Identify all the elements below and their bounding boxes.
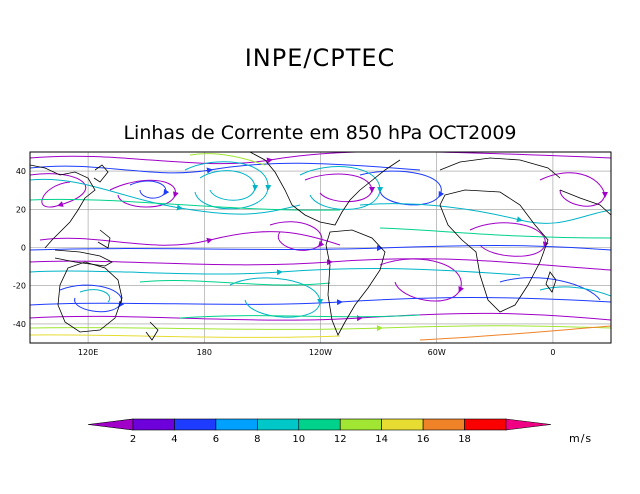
grid-lines <box>30 152 611 343</box>
streamline <box>539 172 609 207</box>
colorbar-units: m/s <box>569 432 593 445</box>
lat-tick-label: -40 <box>13 320 26 329</box>
latitude-axis: 40 20 0 -20 -40 <box>13 167 26 329</box>
streamline <box>539 286 611 297</box>
colorbar: 2 4 6 8 10 12 14 16 18 <box>87 418 552 445</box>
streamline <box>30 198 341 211</box>
colorbar-segment <box>174 418 217 431</box>
streamline <box>129 180 170 199</box>
europe-coastline <box>439 157 561 179</box>
colorbar-label: 14 <box>375 434 388 445</box>
streamline <box>229 277 324 318</box>
streamline <box>499 277 601 301</box>
philippines-coastline <box>97 229 111 249</box>
longitude-axis: 120E 180 120W 60W 0 <box>78 348 556 357</box>
colorbar-label: 16 <box>417 434 430 445</box>
streamline <box>30 178 301 215</box>
northamerica-coastline <box>249 152 401 226</box>
southamerica-coastline <box>325 229 386 336</box>
streamline <box>59 284 125 313</box>
australia-coastline <box>57 261 123 333</box>
streamline <box>30 267 521 276</box>
japan-coastline <box>93 164 109 183</box>
colorbar-segment <box>339 418 382 431</box>
streamline <box>30 258 611 271</box>
colorbar-label: 2 <box>130 434 136 445</box>
streamline <box>199 170 259 201</box>
arabia-coastline <box>559 189 611 216</box>
streamline <box>30 162 421 174</box>
streamline <box>79 289 111 303</box>
colorbar-segment <box>257 418 300 431</box>
streamline <box>30 312 611 322</box>
streamline <box>30 173 87 208</box>
colorbar-segment <box>298 418 341 431</box>
streamline <box>359 203 611 224</box>
streamline <box>469 222 549 257</box>
streamline <box>30 152 611 165</box>
colorbar-segment <box>422 418 465 431</box>
streamline <box>39 231 341 246</box>
streamline <box>30 334 341 338</box>
streamline <box>359 170 445 206</box>
colorbar-label: 10 <box>292 434 305 445</box>
newzealand-coastline <box>145 321 159 341</box>
streamlines <box>30 152 611 341</box>
lat-tick-label: 0 <box>21 244 26 253</box>
colorbar-segment <box>87 418 134 431</box>
lat-tick-label: -20 <box>13 282 26 291</box>
lon-tick-label: 60W <box>428 348 446 357</box>
madagascar-coastline <box>545 271 557 293</box>
lat-tick-label: 20 <box>16 205 26 214</box>
streamline <box>379 227 611 239</box>
streamline <box>179 314 421 319</box>
indonesia-coastline <box>54 249 113 267</box>
streamline <box>299 166 384 210</box>
africa-coastline <box>439 189 549 313</box>
streamline <box>30 325 611 332</box>
lon-tick-label: 180 <box>197 348 212 357</box>
lon-tick-label: 0 <box>550 348 555 357</box>
colorbar-label: 8 <box>254 434 260 445</box>
streamline <box>109 179 179 208</box>
streamline <box>189 153 266 166</box>
streamline <box>30 245 611 252</box>
lon-tick-label: 120W <box>309 348 332 357</box>
streamline <box>419 325 611 341</box>
lon-tick-label: 120E <box>78 348 98 357</box>
colorbar-label: 12 <box>334 434 347 445</box>
map-frame <box>29 151 612 344</box>
colorbar-segment <box>505 418 552 431</box>
streamline <box>304 173 376 203</box>
colorbar-segment <box>381 418 424 431</box>
colorbar-label: 18 <box>458 434 471 445</box>
map-subtitle: Linhas de Corrente em 850 hPa OCT2009 <box>123 122 517 144</box>
colorbar-segment <box>132 418 175 431</box>
streamline <box>379 258 464 302</box>
colorbar-segment <box>215 418 258 431</box>
lat-tick-label: 40 <box>16 167 26 176</box>
streamline <box>269 221 325 251</box>
colorbar-label: 6 <box>213 434 219 445</box>
page-title: INPE/CPTEC <box>244 44 396 72</box>
streamline <box>139 279 331 286</box>
streamline <box>30 297 611 306</box>
coastlines <box>30 152 611 341</box>
colorbar-label: 4 <box>171 434 177 445</box>
asia-coastline <box>30 164 96 249</box>
colorbar-segment <box>464 418 507 431</box>
